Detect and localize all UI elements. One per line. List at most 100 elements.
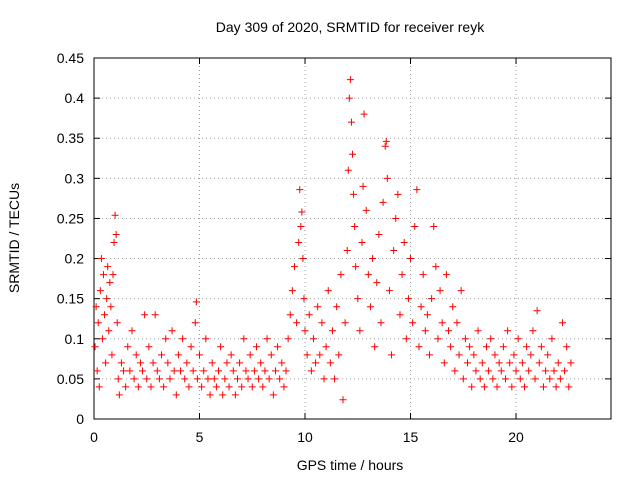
data-point [537,343,545,351]
data-point [423,311,431,319]
data-point [202,335,210,343]
data-point [324,287,332,295]
data-point [147,383,155,391]
y-tick-label: 0.45 [57,50,84,66]
data-point [343,247,351,255]
data-point [377,319,385,327]
data-point [404,295,412,303]
data-point [297,222,305,230]
y-tick-label: 0.35 [57,130,84,146]
data-point [274,343,282,351]
data-point [472,367,480,375]
data-point [556,375,564,383]
data-point [470,351,478,359]
data-point [478,359,486,367]
data-point [388,351,396,359]
data-point [504,327,512,335]
data-point [269,391,277,399]
data-point [200,367,208,375]
data-point [396,311,404,319]
data-point [238,383,246,391]
data-point [413,186,421,194]
data-point [499,343,507,351]
data-point [174,351,182,359]
data-point [426,351,434,359]
data-point [385,287,393,295]
data-point [339,396,347,404]
data-point [516,375,524,383]
data-point [337,271,345,279]
data-point [501,375,509,383]
data-point [134,383,142,391]
data-point [349,150,356,158]
data-point [114,375,122,383]
data-point [284,335,292,343]
data-point [442,271,450,279]
data-point [225,383,233,391]
data-point [459,375,467,383]
data-point [328,327,336,335]
data-point [206,391,214,399]
data-point [246,351,254,359]
data-point [326,359,334,367]
data-point [525,367,533,375]
data-point [185,383,193,391]
data-point [227,351,235,359]
data-point [451,367,459,375]
data-point [155,375,163,383]
data-point [288,287,296,295]
y-tick-label: 0 [76,411,84,427]
data-point [356,327,364,335]
data-point [301,327,309,335]
data-point [255,375,263,383]
data-point [307,367,315,375]
data-point [468,383,476,391]
data-point [531,375,539,383]
data-point [215,367,223,375]
data-point [103,295,111,303]
y-tick-label: 0.2 [65,251,85,267]
data-point [233,375,241,383]
data-point [122,383,130,391]
data-point [474,327,482,335]
data-point [495,359,503,367]
data-point [132,351,140,359]
data-point [546,375,554,383]
data-point [111,211,119,219]
data-point [93,367,101,375]
data-point [276,375,284,383]
data-point [554,359,562,367]
chart-title: Day 309 of 2020, SRMTID for receiver rey… [216,19,485,35]
data-point [293,319,301,327]
data-point [104,263,112,271]
data-point [375,230,383,238]
data-point [105,327,113,335]
data-point [168,327,176,335]
data-point [221,375,229,383]
data-point [518,359,526,367]
data-point [229,367,237,375]
data-point [382,137,390,145]
data-point [548,335,556,343]
data-point [482,343,490,351]
data-point [192,298,200,306]
data-point [108,351,116,359]
data-point [400,239,408,247]
data-point [523,343,531,351]
data-point [379,198,387,206]
data-point [193,375,201,383]
data-point [181,375,189,383]
data-point [539,383,547,391]
x-tick-label: 20 [508,429,524,445]
data-point [335,351,343,359]
data-point [99,271,107,279]
data-point [162,335,170,343]
data-point [149,359,157,367]
data-point [506,359,514,367]
data-point [110,239,118,247]
data-point [464,359,472,367]
data-point [128,327,136,335]
data-point [544,351,552,359]
data-point [550,367,558,375]
data-point [436,287,444,295]
